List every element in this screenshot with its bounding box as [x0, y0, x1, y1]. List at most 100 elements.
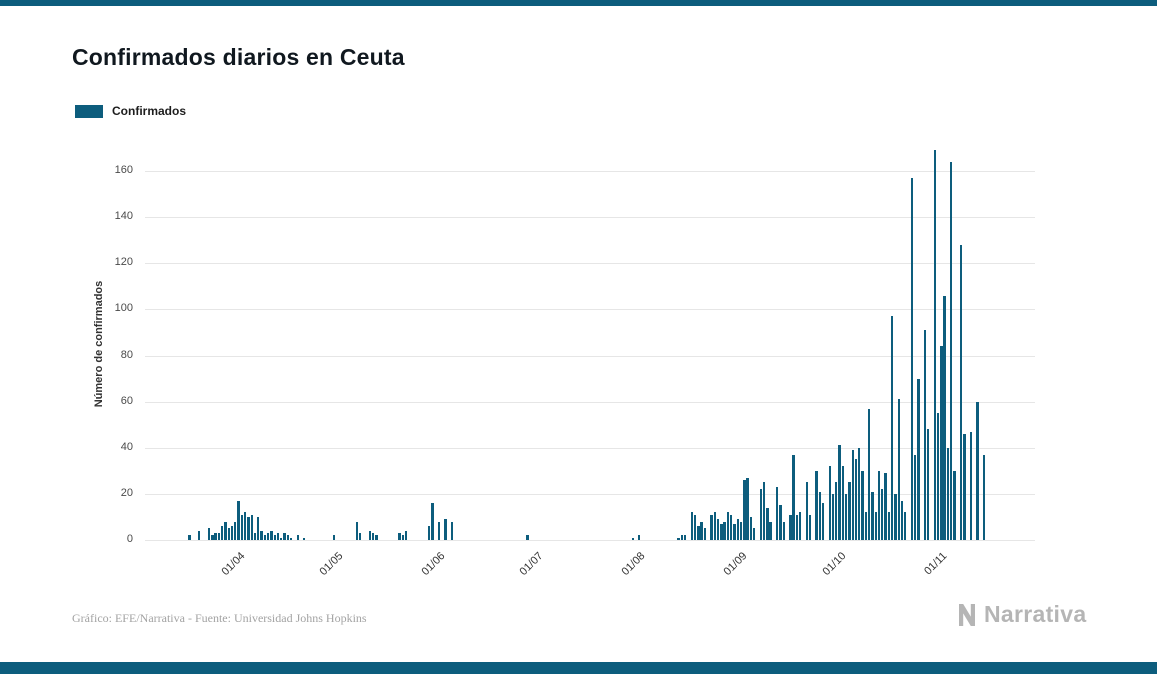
bar — [881, 489, 884, 540]
gridline-y-100 — [145, 309, 1035, 311]
bar — [217, 533, 221, 540]
bar — [250, 514, 253, 540]
bar — [900, 500, 904, 540]
bar — [854, 459, 858, 540]
bar — [368, 530, 372, 540]
brand-name: Narrativa — [984, 601, 1087, 627]
bar — [220, 526, 224, 540]
bar — [841, 466, 845, 540]
gridline-y-40 — [145, 447, 1035, 449]
bar — [936, 413, 940, 540]
bar — [230, 526, 234, 540]
bar — [959, 244, 963, 540]
bar — [927, 429, 930, 540]
bar — [805, 482, 808, 540]
y-tick-label: 120 — [114, 256, 133, 269]
bar — [263, 535, 267, 540]
bar — [769, 521, 772, 540]
bar — [766, 507, 769, 540]
bar — [358, 533, 362, 540]
bar — [355, 521, 358, 540]
bar — [950, 161, 953, 540]
bar — [753, 528, 756, 540]
legend-swatch-icon — [75, 104, 103, 118]
bar — [976, 401, 979, 540]
bar — [253, 533, 257, 540]
bar — [286, 535, 290, 540]
bar — [427, 526, 431, 540]
bar — [874, 512, 877, 540]
bar — [280, 537, 283, 540]
bar — [234, 521, 237, 540]
bar — [798, 512, 802, 540]
bar — [861, 470, 864, 540]
y-tick-label: 140 — [114, 210, 133, 223]
bar — [260, 530, 263, 540]
bar — [283, 533, 286, 540]
bar — [266, 533, 270, 540]
bar — [224, 521, 227, 540]
gridline-y-60 — [145, 401, 1035, 403]
bar — [631, 537, 634, 540]
gridline-y-80 — [145, 355, 1035, 357]
bar — [890, 316, 894, 540]
bar — [730, 514, 733, 540]
bar — [693, 514, 697, 540]
bar — [197, 530, 201, 540]
bar — [431, 503, 434, 540]
y-tick-label: 20 — [120, 486, 133, 499]
bar — [831, 493, 835, 540]
bar — [887, 512, 891, 540]
bar — [404, 530, 408, 540]
x-tick-label: 01/06 — [419, 550, 448, 578]
bar — [207, 528, 211, 540]
bar — [188, 535, 191, 540]
bar — [638, 535, 641, 540]
bar — [858, 447, 861, 540]
bar — [227, 528, 230, 540]
x-tick-label: 01/09 — [721, 550, 750, 578]
bar — [697, 526, 700, 540]
bar — [838, 445, 841, 540]
bar — [953, 470, 956, 540]
bar — [743, 480, 746, 540]
bar — [897, 399, 900, 540]
bottom-accent-strip — [0, 662, 1157, 674]
bar — [792, 454, 795, 540]
bar — [782, 521, 785, 540]
bar — [273, 535, 276, 540]
bar — [864, 512, 868, 540]
footer-credit: Gráfico: EFE/Narrativa - Fuente: Univers… — [72, 611, 367, 625]
bar — [211, 535, 214, 540]
bar — [759, 489, 762, 540]
gridline-y-20 — [145, 493, 1035, 495]
bar — [821, 503, 825, 540]
bar — [815, 470, 818, 540]
bar — [746, 477, 749, 540]
bar — [844, 493, 848, 540]
bar — [733, 523, 736, 540]
legend-label: Confirmados — [112, 104, 187, 118]
bar — [237, 500, 240, 540]
legend: Confirmados — [75, 104, 186, 118]
bar — [835, 482, 838, 540]
bar — [526, 535, 529, 540]
bar — [749, 516, 753, 540]
bar — [917, 378, 920, 540]
bar — [240, 514, 244, 540]
narrativa-logo-icon — [957, 603, 977, 626]
bar — [736, 519, 739, 540]
bar — [700, 521, 703, 540]
bar — [913, 454, 917, 540]
bar — [848, 482, 851, 540]
bar — [726, 512, 730, 540]
bar — [808, 514, 812, 540]
bar — [795, 514, 799, 540]
bar — [779, 505, 782, 540]
bar — [923, 330, 927, 540]
page-title: Confirmados diarios en Ceuta — [72, 44, 405, 70]
y-tick-label: 80 — [120, 348, 133, 361]
y-tick-label: 160 — [114, 164, 133, 177]
bar — [375, 535, 378, 540]
bar — [450, 521, 454, 540]
